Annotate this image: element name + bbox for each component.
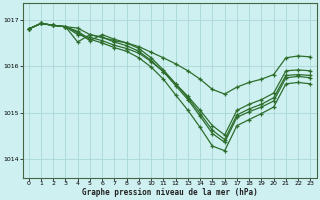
X-axis label: Graphe pression niveau de la mer (hPa): Graphe pression niveau de la mer (hPa) — [82, 188, 257, 197]
